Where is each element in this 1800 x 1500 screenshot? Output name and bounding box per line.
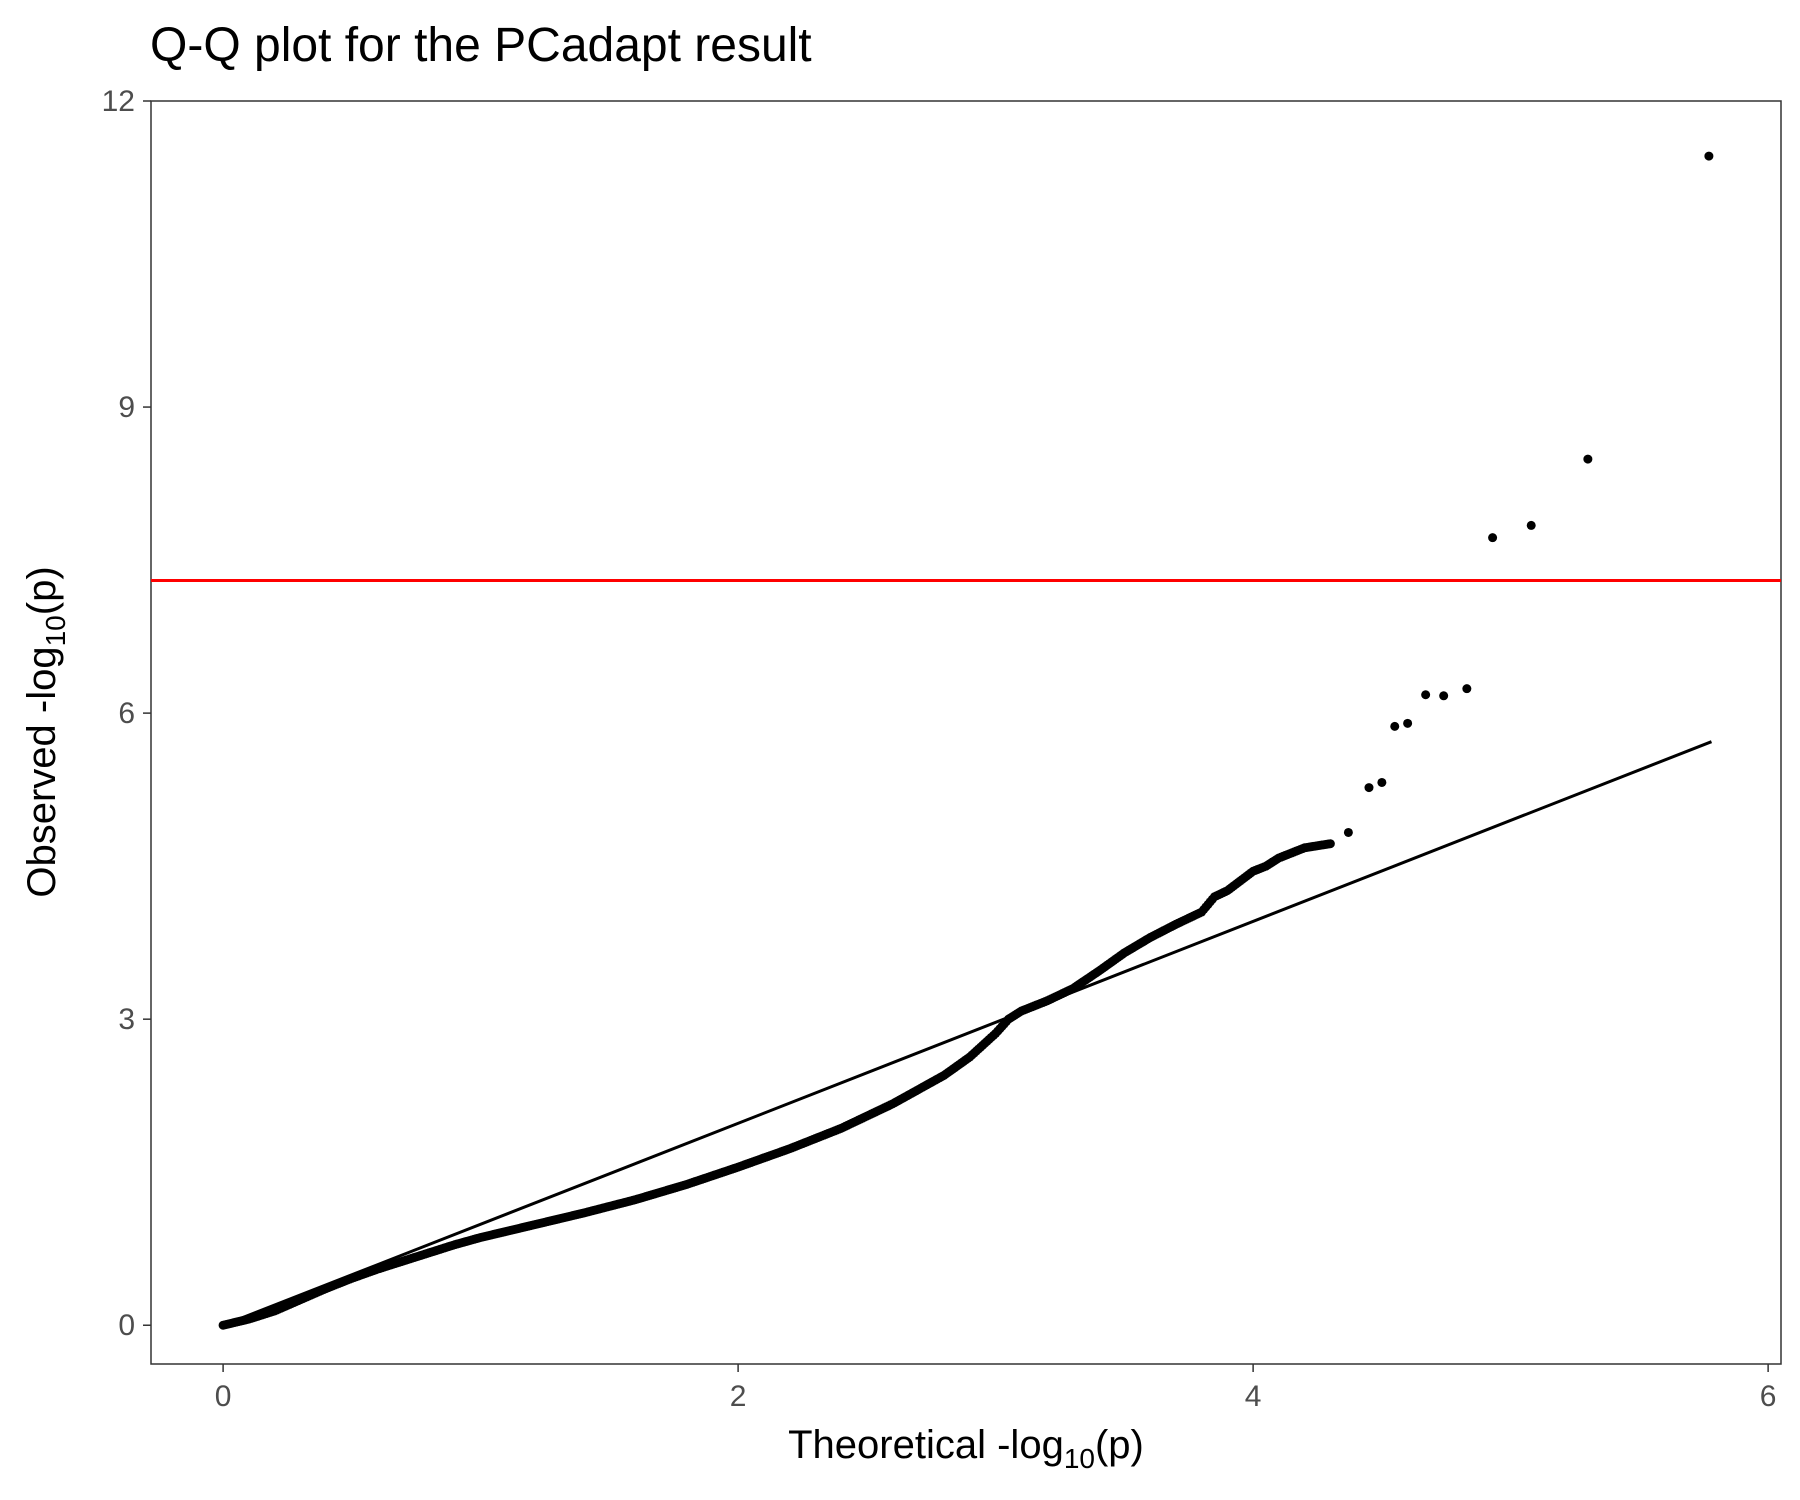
data-point <box>1390 721 1400 731</box>
y-axis-title-prefix: Observed -log <box>20 646 64 897</box>
data-point <box>1583 454 1593 464</box>
data-point <box>1364 783 1374 793</box>
y-axis-title-subscript: 10 <box>40 615 71 646</box>
data-point <box>1439 691 1449 701</box>
y-tick-label: 12 <box>102 85 135 118</box>
data-point <box>1325 839 1335 849</box>
plot-marks <box>151 151 1781 1330</box>
data-point <box>1488 533 1498 543</box>
data-point <box>1526 520 1536 530</box>
data-point <box>1462 684 1472 694</box>
data-point <box>1343 827 1353 837</box>
observed-points <box>218 151 1714 1330</box>
data-point <box>1377 777 1387 787</box>
y-axis-title: Observed -log10(p) <box>20 566 71 897</box>
x-tick-label: 0 <box>215 1380 232 1413</box>
x-axis-title-suffix: (p) <box>1095 1423 1144 1467</box>
y-tick-label: 9 <box>118 391 135 424</box>
y-tick-label: 6 <box>118 697 135 730</box>
y-tick-label: 0 <box>118 1309 135 1342</box>
axes: 0 2 4 6 0 3 6 9 12 <box>102 85 1777 1413</box>
x-axis-title: Theoretical -log10(p) <box>788 1423 1144 1474</box>
x-tick-label: 6 <box>1760 1380 1777 1413</box>
x-axis-title-prefix: Theoretical -log <box>788 1423 1064 1467</box>
plot-panel <box>150 100 1782 1365</box>
y-axis-title-suffix: (p) <box>20 566 64 615</box>
data-point <box>1403 718 1413 728</box>
data-point <box>1704 151 1714 161</box>
chart-title: Q-Q plot for the PCadapt result <box>150 19 812 72</box>
data-point <box>1421 690 1431 700</box>
expected-line <box>222 740 1713 1327</box>
x-tick-label: 2 <box>730 1380 747 1413</box>
x-axis-title-subscript: 10 <box>1064 1443 1095 1474</box>
y-tick-label: 3 <box>118 1003 135 1036</box>
x-tick-label: 4 <box>1245 1380 1262 1413</box>
